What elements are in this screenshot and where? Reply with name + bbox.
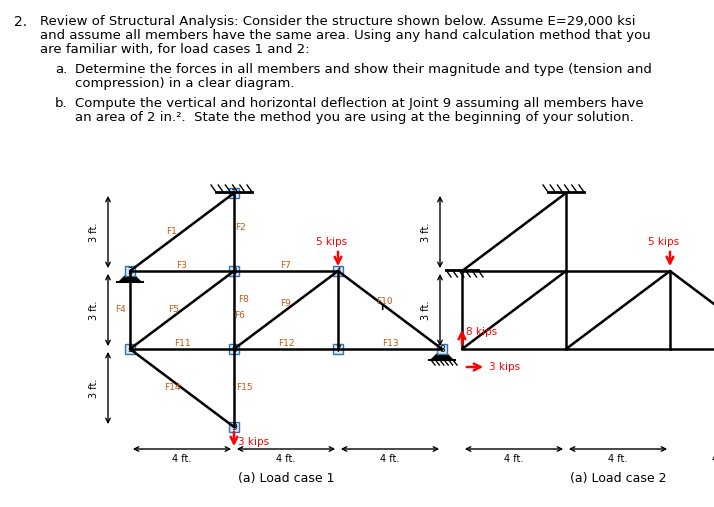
Text: 5 kips: 5 kips xyxy=(316,237,347,247)
Text: F9: F9 xyxy=(281,300,291,308)
Text: 4 ft.: 4 ft. xyxy=(381,454,400,464)
Text: F6: F6 xyxy=(235,310,246,319)
Text: 6: 6 xyxy=(231,344,237,353)
Text: 8: 8 xyxy=(439,344,445,353)
Text: 3 ft.: 3 ft. xyxy=(89,300,99,320)
Text: and assume all members have the same area. Using any hand calculation method tha: and assume all members have the same are… xyxy=(40,29,650,42)
Text: 4: 4 xyxy=(335,267,341,275)
Text: 2.: 2. xyxy=(14,15,27,29)
Text: Review of Structural Analysis: Consider the structure shown below. Assume E=29,0: Review of Structural Analysis: Consider … xyxy=(40,15,635,28)
Text: 3 ft.: 3 ft. xyxy=(421,222,431,242)
Text: F7: F7 xyxy=(281,261,291,270)
Polygon shape xyxy=(431,349,453,360)
Text: 4 ft.: 4 ft. xyxy=(504,454,523,464)
Text: 5: 5 xyxy=(127,344,133,353)
Text: 4 ft.: 4 ft. xyxy=(713,454,714,464)
Text: (a) Load case 2: (a) Load case 2 xyxy=(570,472,666,485)
Text: 3 kips: 3 kips xyxy=(238,437,269,447)
Text: an area of 2 in.².  State the method you are using at the beginning of your solu: an area of 2 in.². State the method you … xyxy=(75,111,634,124)
Text: F12: F12 xyxy=(278,339,294,347)
Polygon shape xyxy=(119,271,141,282)
Text: 1: 1 xyxy=(231,189,237,198)
Text: F1: F1 xyxy=(166,228,178,236)
Text: b.: b. xyxy=(55,97,68,110)
FancyBboxPatch shape xyxy=(437,344,447,354)
Text: are familiar with, for load cases 1 and 2:: are familiar with, for load cases 1 and … xyxy=(40,43,310,56)
Text: 4 ft.: 4 ft. xyxy=(172,454,191,464)
Text: 2: 2 xyxy=(127,267,133,275)
Text: Compute the vertical and horizontal deflection at Joint 9 assuming all members h: Compute the vertical and horizontal defl… xyxy=(75,97,643,110)
Text: F11: F11 xyxy=(174,339,191,347)
Text: F4: F4 xyxy=(115,306,126,314)
Text: ': ' xyxy=(379,304,385,322)
FancyBboxPatch shape xyxy=(125,266,135,276)
FancyBboxPatch shape xyxy=(333,266,343,276)
FancyBboxPatch shape xyxy=(229,422,239,432)
Text: 8 kips: 8 kips xyxy=(466,327,497,337)
FancyBboxPatch shape xyxy=(229,188,239,198)
Text: F8: F8 xyxy=(238,296,249,305)
Text: 3 ft.: 3 ft. xyxy=(89,378,99,397)
Text: Determine the forces in all members and show their magnitude and type (tension a: Determine the forces in all members and … xyxy=(75,63,652,76)
Text: F10: F10 xyxy=(376,297,392,306)
Text: F13: F13 xyxy=(382,339,398,347)
Text: F3: F3 xyxy=(176,262,188,271)
Text: 3 ft.: 3 ft. xyxy=(421,300,431,320)
Text: (a) Load case 1: (a) Load case 1 xyxy=(238,472,334,485)
Text: 9: 9 xyxy=(231,422,237,431)
FancyBboxPatch shape xyxy=(229,344,239,354)
Text: F5: F5 xyxy=(169,306,179,314)
FancyBboxPatch shape xyxy=(125,344,135,354)
Text: 7: 7 xyxy=(335,344,341,353)
Text: compression) in a clear diagram.: compression) in a clear diagram. xyxy=(75,77,294,90)
Text: 3 ft.: 3 ft. xyxy=(89,222,99,242)
Text: F2: F2 xyxy=(235,224,246,233)
FancyBboxPatch shape xyxy=(229,266,239,276)
Text: 4 ft.: 4 ft. xyxy=(276,454,296,464)
FancyBboxPatch shape xyxy=(333,344,343,354)
Text: 4 ft.: 4 ft. xyxy=(608,454,628,464)
Text: a.: a. xyxy=(55,63,67,76)
Text: 3: 3 xyxy=(231,267,237,275)
Text: F15: F15 xyxy=(236,383,252,392)
Text: 3 kips: 3 kips xyxy=(489,362,520,372)
Text: 5 kips: 5 kips xyxy=(648,237,679,247)
Text: F14: F14 xyxy=(164,383,180,392)
